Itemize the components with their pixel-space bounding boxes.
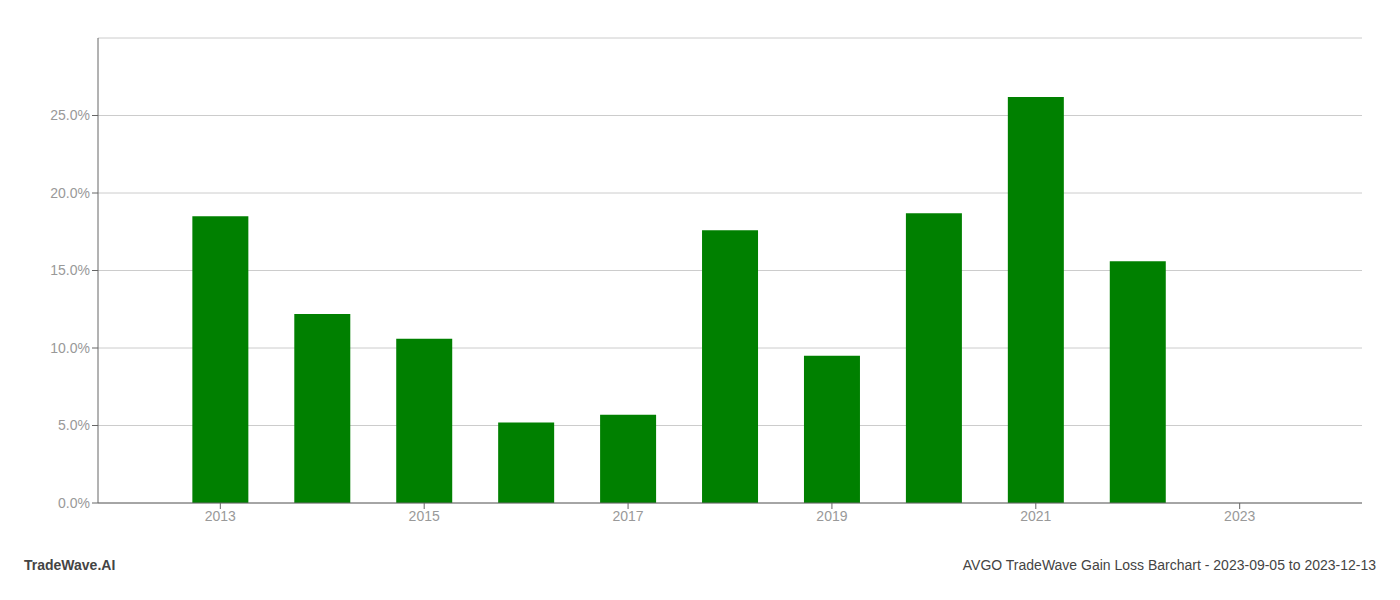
html-text:TradeWave.AI: TradeWave.AI <box>24 557 116 573</box>
svg-text:10.0%: 10.0% <box>50 340 90 356</box>
svg-text:2021: 2021 <box>1020 508 1051 524</box>
svg-text:2019: 2019 <box>816 508 847 524</box>
html-text:AVGO TradeWave Gain Loss Barch: AVGO TradeWave Gain Loss Barchart - 2023… <box>962 557 1376 573</box>
svg-text:2023: 2023 <box>1224 508 1255 524</box>
svg-text:5.0%: 5.0% <box>58 417 90 433</box>
svg-text:20.0%: 20.0% <box>50 185 90 201</box>
svg-text:25.0%: 25.0% <box>50 107 90 123</box>
svg-text:2017: 2017 <box>612 508 643 524</box>
svg-text:2015: 2015 <box>409 508 440 524</box>
svg-text:0.0%: 0.0% <box>58 495 90 511</box>
svg-text:15.0%: 15.0% <box>50 262 90 278</box>
svg-text:2013: 2013 <box>205 508 236 524</box>
